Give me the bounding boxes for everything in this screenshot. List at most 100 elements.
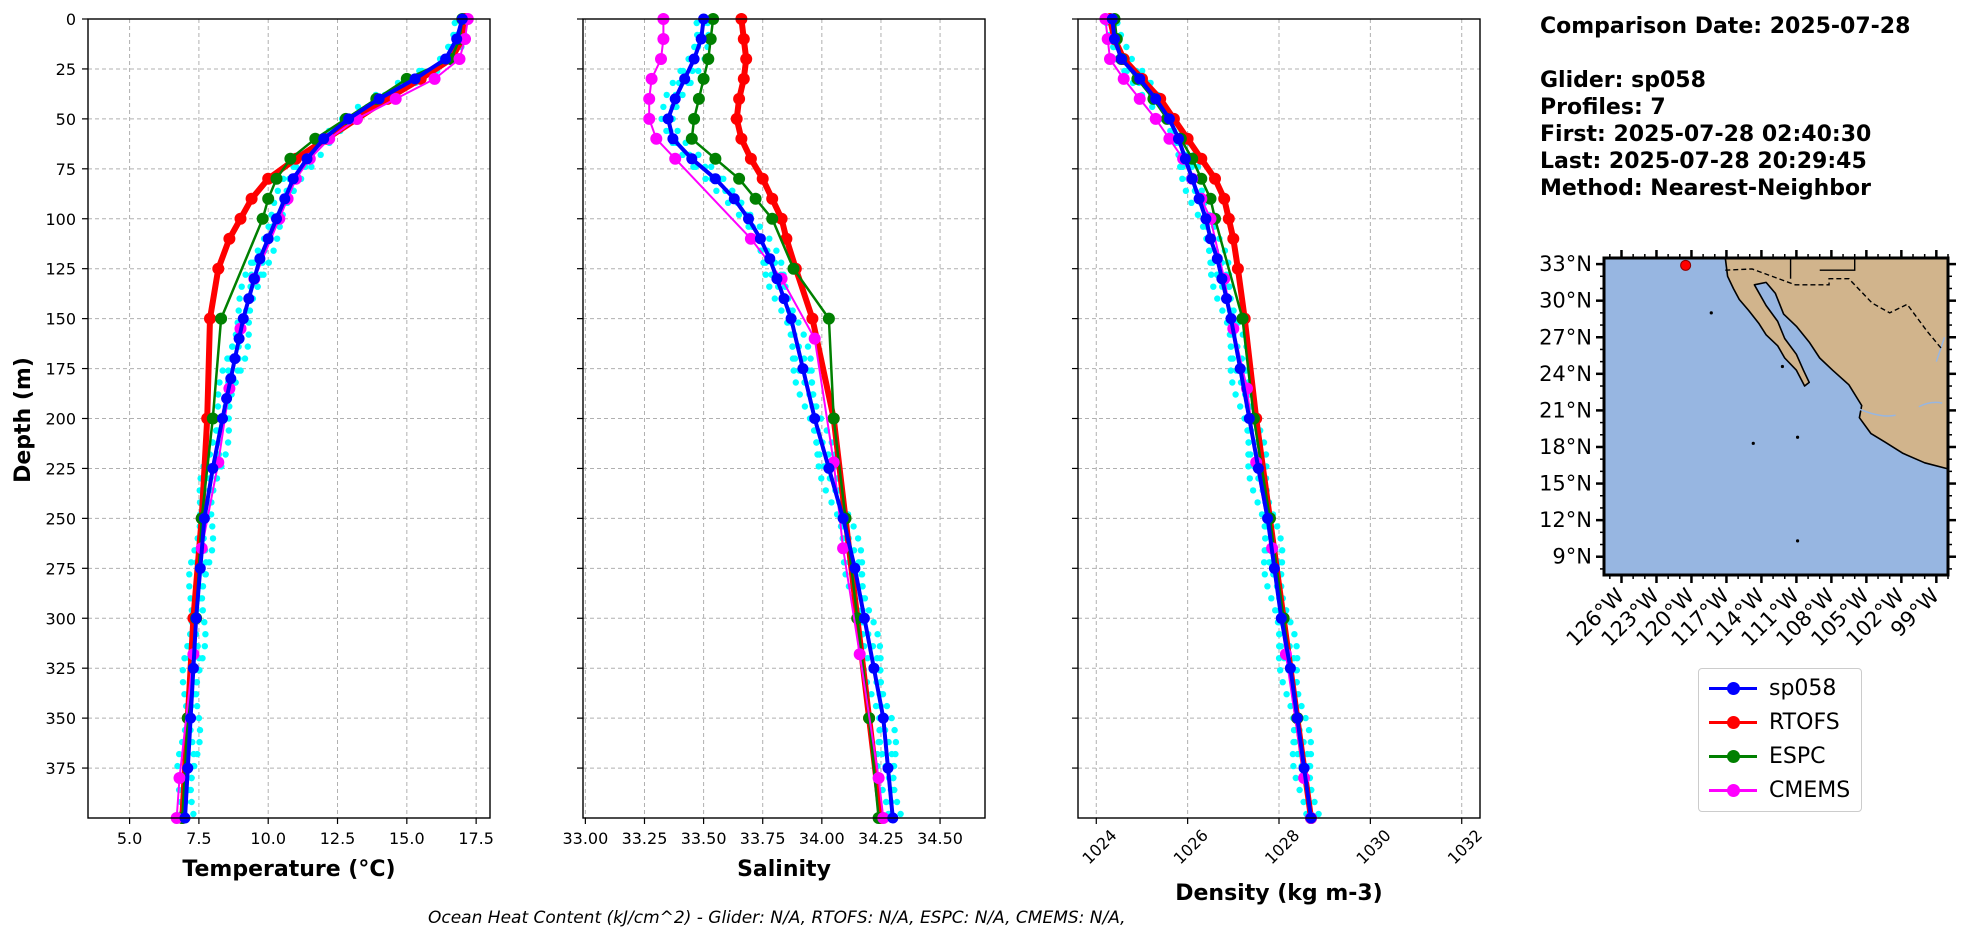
series-point-sp058: [1200, 213, 1212, 225]
map-lat-label: 30°N: [1539, 289, 1592, 313]
legend-item-espc: ESPC: [1709, 741, 1826, 771]
map-lat-label: 9°N: [1552, 545, 1592, 569]
glider-raw-point: [237, 367, 244, 374]
glider-raw-point: [1249, 487, 1257, 494]
series-point-rtofs: [1218, 192, 1231, 205]
series-point-sp058: [679, 73, 691, 85]
series-point-sp058: [1225, 313, 1237, 325]
x-tick-label: 33.00: [562, 829, 608, 848]
glider-raw-point: [892, 738, 900, 746]
glider-raw-point: [1298, 702, 1305, 710]
series-point-sp058: [1109, 33, 1120, 45]
glider-raw-point: [238, 283, 245, 290]
glider-raw-point: [813, 403, 820, 410]
legend: sp058 RTOFS ESPC CMEMS: [1698, 668, 1862, 812]
glider-raw-point: [215, 391, 222, 398]
glider-raw-point: [893, 798, 901, 806]
series-point-sp058: [667, 133, 679, 145]
series-point-rtofs: [740, 53, 753, 65]
legend-swatch: [1709, 778, 1757, 802]
glider-raw-point: [792, 379, 799, 386]
x-tick-label: 33.25: [622, 829, 668, 848]
glider-raw-point: [1227, 367, 1235, 374]
x-tick-label: 34.25: [858, 829, 904, 848]
series-point-sp058: [1268, 562, 1280, 574]
series-point-sp058: [662, 113, 674, 125]
y-tick-label: 150: [45, 310, 76, 329]
glider-raw-point: [194, 750, 201, 758]
y-tick-label: 75: [56, 160, 76, 179]
series-point-sp058: [1262, 512, 1274, 524]
series-point-rtofs: [1227, 232, 1240, 245]
y-tick-label: 100: [45, 210, 76, 229]
legend-label: ESPC: [1769, 743, 1826, 769]
glider-raw-point: [254, 247, 262, 254]
series-point-sp058: [1193, 193, 1205, 205]
series-point-cmems: [645, 72, 658, 85]
series-point-sp058: [849, 562, 861, 574]
glider-raw-point: [1227, 343, 1235, 350]
glider-raw-point: [229, 343, 236, 350]
series-point-cmems: [1163, 132, 1176, 145]
glider-raw-point: [801, 403, 809, 410]
legend-item-cmems: CMEMS: [1709, 775, 1850, 805]
y-tick-label: 125: [45, 260, 76, 279]
glider-raw-point: [1245, 463, 1252, 470]
info-method: Method: Nearest-Neighbor: [1540, 176, 1871, 201]
glider-raw-point: [208, 511, 215, 518]
map-lat-label: 18°N: [1539, 435, 1592, 459]
y-tick-label: 175: [45, 360, 76, 379]
series-point-sp058: [182, 762, 194, 774]
series-point-sp058: [764, 253, 776, 265]
glider-raw-point: [1179, 175, 1186, 182]
x-tick-label: 17.5: [458, 829, 494, 848]
series-point-sp058: [194, 562, 206, 574]
map-river: [1918, 401, 1943, 408]
glider-raw-point: [202, 571, 209, 578]
glider-raw-point: [1287, 702, 1294, 710]
series-point-rtofs: [1231, 262, 1244, 275]
glider-raw-point: [235, 307, 242, 314]
glider-raw-point: [1279, 679, 1286, 686]
series-point-espc: [206, 412, 219, 425]
glider-raw-point: [1208, 271, 1215, 278]
x-tick-label: 1024: [1078, 826, 1120, 868]
series-line-cmems: [648, 19, 885, 819]
glider-raw-point: [274, 187, 281, 194]
glider-raw-point: [1206, 247, 1213, 254]
y-tick-label: 300: [45, 609, 76, 628]
series-point-sp058: [409, 73, 421, 85]
glider-raw-point: [201, 643, 208, 650]
glider-raw-point: [872, 702, 880, 710]
map-lat-label: 15°N: [1539, 472, 1592, 496]
series-point-rtofs: [766, 192, 779, 205]
series-point-sp058: [809, 413, 821, 424]
x-tick-label: 5.0: [117, 829, 142, 848]
series-point-espc: [215, 312, 228, 325]
glider-raw-point: [874, 631, 881, 638]
glider-raw-point: [1264, 583, 1271, 590]
glider-raw-point: [1307, 750, 1315, 758]
glider-raw-point: [695, 67, 702, 75]
glider-raw-point: [1229, 379, 1236, 386]
series-point-espc: [827, 412, 840, 425]
series-point-sp058: [688, 53, 700, 65]
glider-raw-point: [276, 223, 283, 230]
glider-raw-point: [451, 19, 458, 27]
series-point-sp058: [279, 193, 291, 205]
series-point-sp058: [1243, 413, 1255, 424]
glider-raw-point: [317, 151, 324, 158]
glider-raw-point: [795, 319, 802, 326]
map-island: [1751, 441, 1755, 445]
glider-raw-point: [735, 211, 743, 218]
series-point-sp058: [1275, 612, 1287, 624]
y-tick-label: 375: [45, 759, 76, 778]
glider-raw-point: [273, 235, 281, 242]
series-point-rtofs: [733, 92, 746, 105]
series-line-rtofs: [1107, 18, 1314, 819]
series-point-sp058: [882, 762, 894, 774]
glider-raw-point: [1188, 199, 1195, 206]
series-point-espc: [709, 152, 722, 165]
glider-raw-point: [199, 583, 207, 590]
series-point-sp058: [287, 173, 299, 185]
